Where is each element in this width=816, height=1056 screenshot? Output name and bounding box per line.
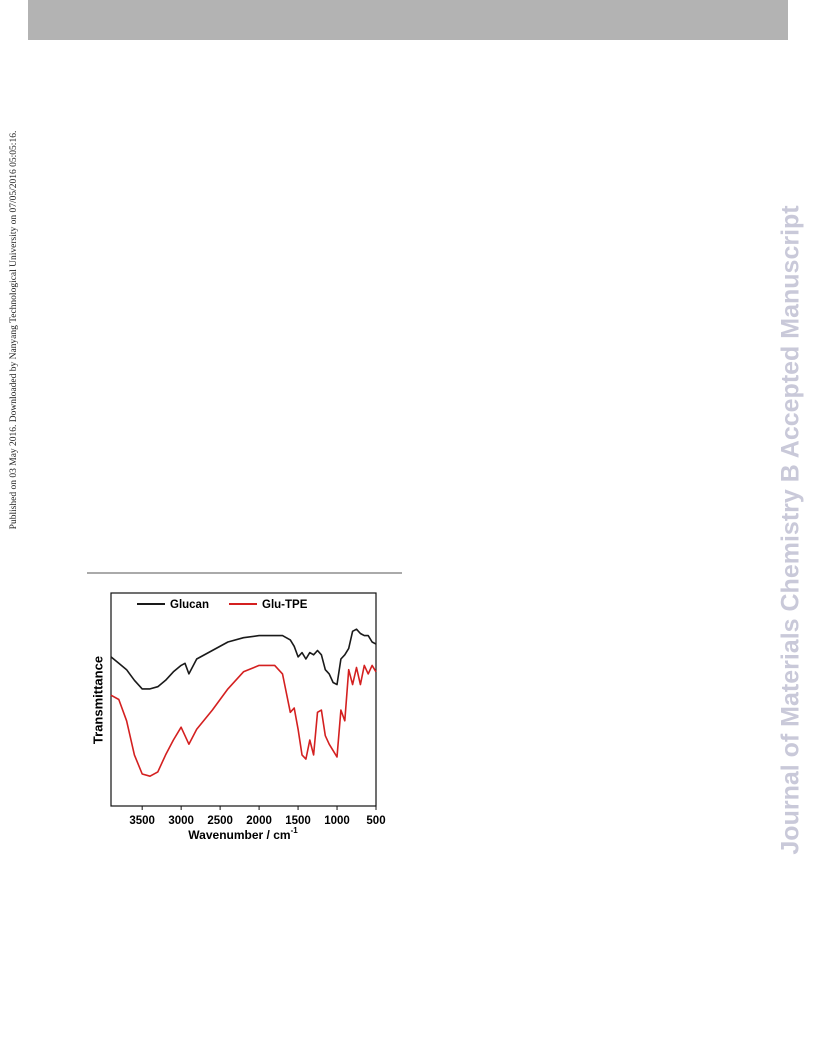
x-tick-label: 3000 xyxy=(168,815,194,827)
x-tick-label: 3500 xyxy=(129,815,155,827)
watermark: Journal of Materials Chemistry B Accepte… xyxy=(777,205,805,855)
legend-label: Glu-TPE xyxy=(262,599,308,611)
plot-frame xyxy=(110,592,377,807)
x-tick-label: 2500 xyxy=(207,815,233,827)
x-tick-label: 500 xyxy=(366,815,385,827)
series-line xyxy=(110,628,377,690)
legend-label: Glucan xyxy=(170,599,209,611)
x-tick-label: 1000 xyxy=(324,815,350,827)
x-tick-label: 2000 xyxy=(246,815,272,827)
x-axis-label: Wavenumber / cm-1 xyxy=(188,826,298,842)
x-axis-label-text: Wavenumber / cm xyxy=(188,828,290,842)
y-axis-label: Transmittance xyxy=(90,656,105,744)
side-note: Published on 03 May 2016. Downloaded by … xyxy=(9,131,19,530)
x-tick-label: 1500 xyxy=(285,815,311,827)
x-axis-label-sup: -1 xyxy=(291,826,299,835)
series-line xyxy=(110,664,377,778)
header-bar xyxy=(28,0,788,40)
